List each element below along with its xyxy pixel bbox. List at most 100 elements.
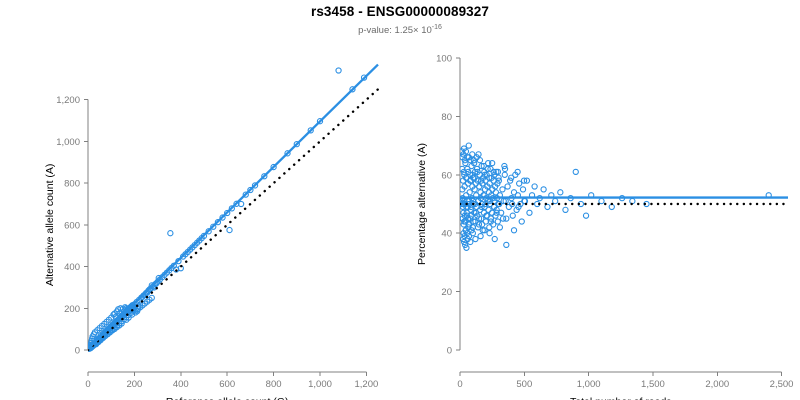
data-point	[284, 150, 291, 157]
data-point	[484, 165, 491, 173]
data-point	[582, 212, 590, 219]
data-point	[476, 183, 483, 190]
data-point	[474, 224, 482, 231]
data-point	[481, 203, 488, 211]
data-point	[475, 215, 483, 222]
data-point	[237, 200, 245, 208]
x-tick-label: 0	[457, 379, 462, 390]
data-point	[247, 186, 254, 194]
data-point	[465, 168, 472, 176]
data-point	[485, 174, 493, 181]
data-point	[463, 209, 470, 216]
y-tick-label: 80	[441, 112, 452, 123]
data-point	[496, 224, 504, 231]
data-point	[478, 203, 485, 211]
data-point	[463, 244, 470, 251]
data-point	[489, 159, 496, 167]
data-point	[501, 162, 508, 170]
data-point	[293, 140, 300, 148]
data-point	[495, 174, 502, 181]
y-tick-label: 800	[64, 179, 80, 190]
data-point	[501, 165, 509, 173]
data-point	[483, 212, 490, 219]
x-tick-label: 500	[516, 379, 532, 390]
panel-percentage-alternative: 0 20 40 60 80 100 0 500 1,000 1,500 2,000 2,500 Tot…	[400, 40, 800, 400]
data-point	[476, 157, 484, 164]
x-tick-label: 1,200	[355, 379, 379, 390]
data-point	[167, 230, 174, 237]
data-point	[468, 227, 475, 234]
y-axis-title-left: Alternative allele count (A)	[44, 163, 56, 287]
data-point	[491, 235, 498, 243]
data-point	[205, 228, 212, 235]
panel-allele-counts: 0 200 400 600 800 1,000 1,200 0 200 400 600 800 1,00…	[0, 40, 400, 400]
data-point	[200, 232, 208, 240]
data-point	[335, 67, 342, 74]
data-point	[316, 118, 324, 125]
regression-line	[88, 63, 379, 350]
x-tick-label: 2,000	[705, 379, 729, 390]
data-point	[462, 159, 469, 167]
data-point	[466, 189, 473, 196]
scatter-plot-percentage-alternative: 0 20 40 60 80 100 0 500 1,000 1,500 2,000 2,500	[436, 54, 794, 391]
data-point	[478, 221, 486, 228]
data-point	[510, 227, 518, 234]
y-tick-label: 100	[436, 54, 452, 65]
data-point	[481, 171, 488, 178]
data-point	[210, 223, 217, 230]
data-point	[518, 218, 525, 225]
data-point	[499, 186, 506, 193]
data-point	[111, 310, 118, 317]
data-point	[471, 174, 478, 181]
data-point	[270, 163, 277, 171]
data-point	[499, 215, 507, 222]
data-point	[508, 174, 515, 181]
data-point	[485, 159, 492, 167]
data-point	[493, 209, 500, 216]
data-point	[508, 200, 516, 208]
data-point	[496, 200, 503, 208]
data-point	[501, 171, 508, 178]
data-point	[478, 215, 485, 222]
data-point	[466, 221, 473, 228]
data-point	[470, 218, 477, 225]
data-point	[478, 162, 485, 170]
data-point	[503, 241, 510, 249]
data-point	[88, 343, 94, 351]
data-point	[475, 221, 483, 228]
data-point	[474, 168, 481, 176]
data-point	[519, 186, 527, 193]
data-point	[492, 189, 500, 196]
data-point	[572, 168, 579, 176]
data-point	[516, 180, 523, 187]
x-axis-title-right: Total number of reads	[460, 396, 782, 400]
data-point	[468, 212, 475, 219]
y-tick-label: 1,000	[56, 137, 80, 148]
x-tick-label: 2,500	[770, 379, 794, 390]
data-point	[228, 205, 235, 212]
data-point	[482, 200, 489, 208]
data-point	[540, 186, 547, 193]
data-point	[472, 235, 479, 243]
pvalue-subtitle: p-value: 1.25× 10-16	[0, 24, 800, 36]
data-point	[477, 232, 484, 240]
data-point	[526, 209, 533, 216]
pvalue-prefix: p-value: 1.25× 10	[358, 25, 432, 37]
x-tick-label: 1,000	[308, 379, 332, 390]
data-point	[598, 197, 605, 205]
data-point	[481, 227, 488, 234]
data-point	[226, 226, 233, 234]
y-tick-label: 60	[441, 170, 452, 181]
data-point	[462, 174, 470, 181]
data-point	[360, 74, 368, 81]
data-point	[562, 206, 569, 213]
data-point	[467, 203, 475, 211]
data-point	[495, 177, 502, 184]
data-point	[487, 215, 495, 222]
scatter-plot-allele-counts: 0 200 400 600 800 1,000 1,200 0 200 400 600 800 1,00…	[56, 63, 380, 390]
y-tick-label: 1,200	[56, 95, 80, 106]
data-point	[465, 232, 473, 240]
x-tick-label: 1,000	[577, 379, 601, 390]
pvalue-exponent: -16	[431, 24, 442, 31]
data-point	[467, 177, 474, 184]
